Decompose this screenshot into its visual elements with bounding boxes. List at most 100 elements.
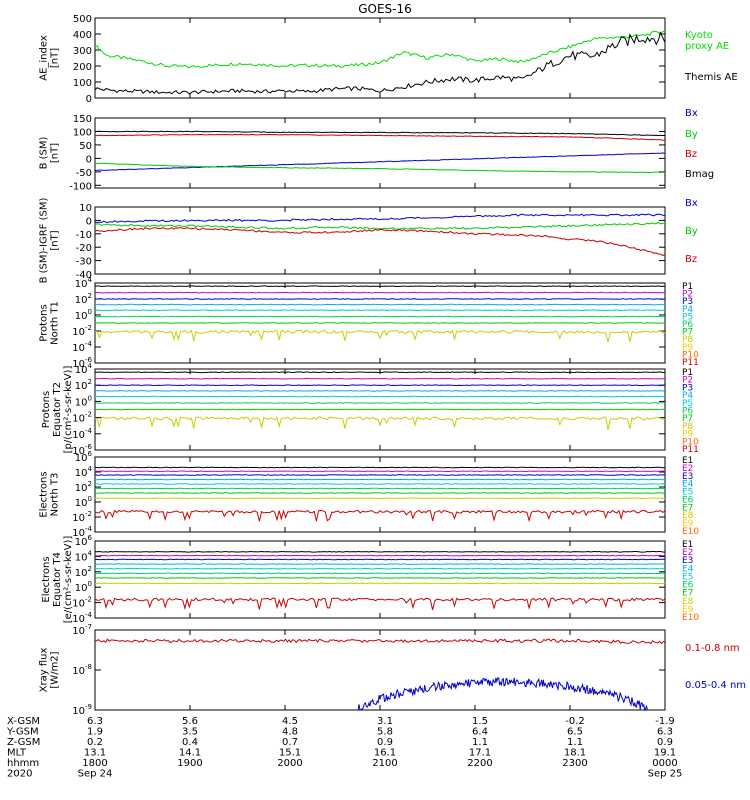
- orbit-row-value: 2000: [277, 758, 302, 769]
- series-line: [94, 597, 666, 611]
- y-tick-label: 102: [75, 292, 92, 306]
- series-line: [94, 29, 666, 69]
- y-tick-label: 500: [73, 14, 92, 25]
- y-tick-label: 100: [73, 127, 92, 138]
- legend-entry: P6: [682, 407, 693, 417]
- orbit-row-label: X-GSM: [7, 716, 40, 727]
- legend-entry: E4: [682, 564, 694, 574]
- orbit-row-value: -0.2: [565, 716, 585, 727]
- y-tick-label: 10-6: [72, 356, 92, 370]
- series-line: [94, 309, 666, 312]
- orbit-row-value: 6.4: [472, 727, 488, 738]
- series-line: [94, 563, 666, 565]
- y-tick-label: 10-8: [72, 663, 92, 677]
- legend-entry: 0.05-0.4 nm: [685, 680, 746, 691]
- y-tick-label: 200: [73, 62, 92, 73]
- y-tick-label: 102: [75, 565, 92, 579]
- series-line: [94, 133, 665, 141]
- orbit-row-value: 1800: [82, 758, 107, 769]
- y-tick-label: 10-4: [72, 611, 92, 625]
- series-line: [94, 31, 666, 95]
- orbit-row-value: 6.3: [657, 727, 673, 738]
- legend-entry: Bz: [685, 254, 697, 265]
- legend-entry: P1: [682, 368, 693, 378]
- legend-entry: E3: [682, 472, 693, 482]
- panel-frame: [94, 117, 666, 189]
- series-line: [94, 130, 665, 137]
- y-axis-label: B (SM): [39, 136, 50, 169]
- legend-entry: By: [685, 226, 698, 237]
- legend-entry: P2: [682, 290, 693, 300]
- panel-pe: 10-6 10-4 10-2 100 102 104 Protons Equator T2 [p…: [41, 362, 699, 457]
- y-tick-label: 10-7: [72, 623, 92, 637]
- legend-entry: E9: [682, 519, 694, 529]
- legend-entry: P7: [682, 414, 693, 424]
- orbit-row-value: 1.1: [472, 737, 488, 748]
- legend-entry: P6: [682, 320, 693, 330]
- series-line: [94, 226, 666, 257]
- legend-entry: E8: [682, 511, 694, 521]
- series-line: [95, 638, 666, 645]
- legend-entry: P4: [682, 391, 693, 401]
- series-line: [94, 291, 666, 294]
- orbit-row-value: 0.7: [282, 737, 298, 748]
- y-tick-label: 106: [75, 450, 93, 464]
- orbit-row-value: 0.4: [182, 737, 198, 748]
- orbit-row-label: 2020: [7, 769, 32, 780]
- orbit-row-value: 0.9: [657, 737, 673, 748]
- legend-entry: proxy AE: [685, 41, 729, 52]
- y-tick-label: 100: [75, 580, 92, 594]
- y-axis-label: [W/m2]: [50, 651, 61, 688]
- orbit-row-value: Sep 25: [648, 769, 683, 780]
- series-line: [95, 395, 666, 398]
- y-tick-label: 10-4: [72, 427, 92, 441]
- y-tick-label: 104: [75, 549, 93, 563]
- orbit-row-value: 6.3: [87, 716, 103, 727]
- orbit-row-label: MLT: [7, 748, 27, 759]
- legend-entry: P8: [682, 335, 693, 345]
- series-line: [94, 303, 666, 306]
- orbit-row-value: 5.8: [377, 727, 393, 738]
- series-line: [94, 390, 666, 392]
- orbit-row-value: 19.1: [654, 748, 676, 759]
- legend-entry: 0.1-0.8 nm: [685, 643, 740, 654]
- orbit-row-value: -1.9: [655, 716, 675, 727]
- legend-entry: P4: [682, 305, 693, 315]
- y-axis-label: [nT]: [50, 230, 61, 250]
- legend-entry: Bx: [685, 198, 698, 209]
- orbit-row-value: 1.5: [472, 716, 488, 727]
- series-line: [94, 483, 666, 485]
- legend-entry: Kyoto: [685, 30, 713, 41]
- series-line: [94, 371, 666, 374]
- series-line: [94, 213, 666, 224]
- orbit-row-value: 17.1: [469, 748, 491, 759]
- legend-entry: P5: [682, 312, 693, 322]
- series-line: [94, 572, 666, 575]
- legend-entry: E5: [682, 572, 693, 582]
- legend-entry: P10: [682, 437, 699, 447]
- y-axis-label: North T3: [50, 473, 61, 517]
- legend-entry: E1: [682, 540, 693, 550]
- series-line: [95, 582, 666, 585]
- orbit-row-value: 0000: [652, 758, 677, 769]
- y-tick-label: -50: [76, 168, 92, 179]
- legend-entry: P3: [682, 297, 693, 307]
- y-tick-label: 10-2: [72, 324, 92, 338]
- series-line: [95, 384, 665, 387]
- y-tick-label: 100: [75, 394, 92, 408]
- legend-entry: Bz: [685, 149, 697, 160]
- panel-frame: [94, 17, 666, 99]
- y-axis-label: Electrons: [39, 471, 50, 517]
- orbit-row-label: Z-GSM: [7, 737, 40, 748]
- y-axis-label: Equator T4: [52, 552, 63, 607]
- legend-entry: E7: [682, 589, 693, 599]
- series-line: [95, 315, 666, 318]
- legend-entry: E2: [682, 464, 693, 474]
- series-line: [95, 497, 666, 500]
- y-axis-label: B (SM)-IGRF (SM): [39, 198, 50, 284]
- legend-entry: E3: [682, 556, 693, 566]
- y-tick-label: -40: [76, 270, 92, 281]
- orbit-row-value: 16.1: [374, 748, 396, 759]
- panel-frame: [94, 456, 666, 533]
